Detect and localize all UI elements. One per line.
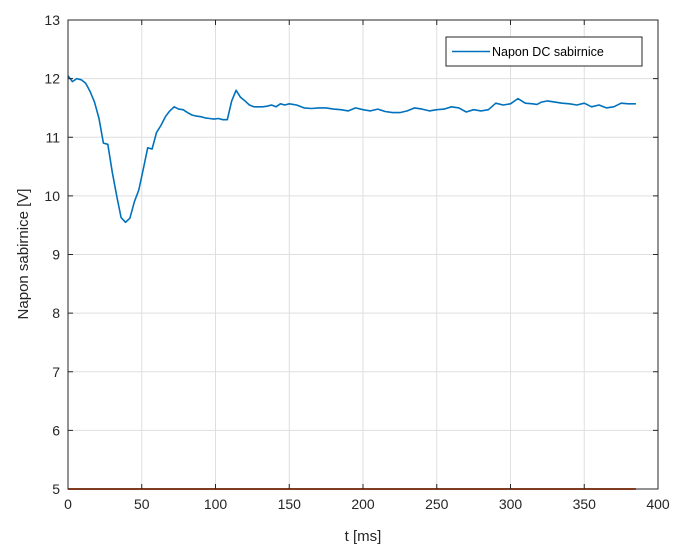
y-tick-label: 5 [52, 481, 60, 497]
x-tick-label: 150 [278, 496, 302, 512]
y-tick-label: 7 [52, 364, 60, 380]
x-tick-label: 100 [204, 496, 228, 512]
ticks: 0 50 100 150 200 250 300 350 400 5 6 7 8 9 10 11 12 13 [44, 12, 669, 512]
y-tick-label: 10 [44, 188, 60, 204]
legend: Napon DC sabirnice [445, 36, 643, 67]
x-axis-label: t [ms] [345, 528, 382, 545]
x-tick-label: 350 [573, 496, 597, 512]
series-line-0 [67, 75, 636, 224]
x-tick-label: 50 [134, 496, 150, 512]
x-tick-label: 300 [499, 496, 523, 512]
y-tick-label: 8 [52, 305, 60, 321]
x-tick-label: 250 [425, 496, 449, 512]
y-tick-label: 12 [44, 71, 60, 87]
x-tick-label: 200 [351, 496, 375, 512]
y-tick-label: 6 [52, 422, 60, 438]
y-tick-label: 11 [45, 129, 60, 145]
y-axis-label: Napon sabirnice [V] [15, 189, 32, 320]
x-tick-label: 400 [646, 496, 670, 512]
y-tick-label: 13 [44, 12, 60, 28]
legend-entry: Napon DC sabirnice [492, 45, 604, 59]
x-tick-label: 0 [64, 496, 72, 512]
y-tick-label: 9 [52, 247, 60, 263]
